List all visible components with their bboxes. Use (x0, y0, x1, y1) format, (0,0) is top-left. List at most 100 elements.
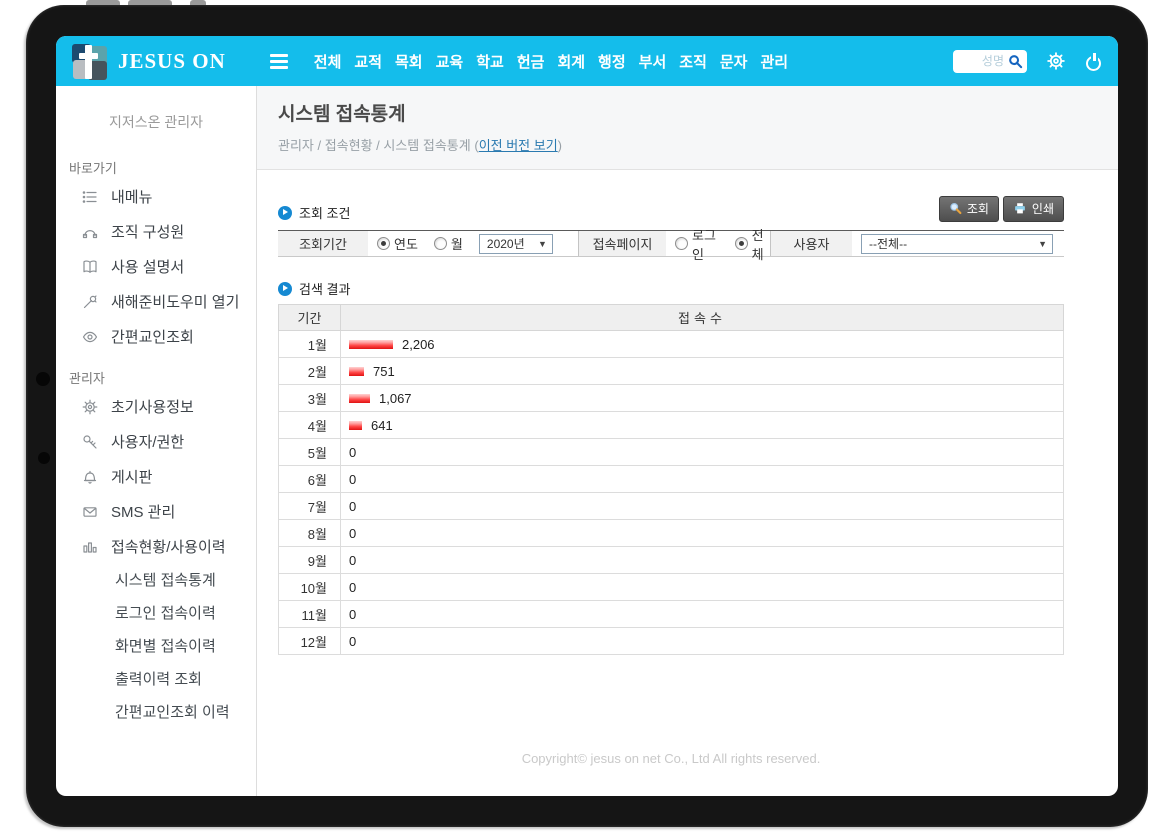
count-cell: 2,206 (340, 330, 1064, 358)
eye-icon (82, 331, 98, 342)
count-cell: 0 (340, 573, 1064, 601)
filter-user-label: 사용자 (770, 231, 852, 256)
count-cell: 0 (340, 627, 1064, 655)
period-cell: 11월 (278, 600, 341, 628)
table-row: 5월 0 (278, 438, 1064, 466)
chevron-down-icon: ▼ (537, 238, 547, 249)
sidebar-admin-subitem-4[interactable]: 출력이력 조회 (115, 671, 202, 688)
period-cell: 12월 (278, 627, 341, 655)
bar-chart-icon (83, 541, 97, 553)
manual-book-icon (83, 259, 97, 273)
radio-period-2[interactable]: 월 (433, 234, 463, 253)
radio-page-2[interactable]: 전체 (734, 225, 770, 263)
gear-icon[interactable] (1047, 52, 1065, 70)
sidebar-admin-item-3[interactable]: 게시판 (56, 459, 256, 494)
access-count-bar (349, 366, 364, 376)
sidebar-admin-item-4[interactable]: SMS 관리 (56, 494, 256, 529)
table-row: 7월 0 (278, 492, 1064, 520)
col-header-count: 접속수 (340, 304, 1064, 331)
radio-page-1[interactable]: 로그인 (675, 225, 721, 263)
nav-item-6[interactable]: 헌금 (516, 53, 545, 71)
access-count-value: 0 (349, 444, 357, 460)
jesus-on-logo[interactable] (72, 43, 107, 80)
page-title: 시스템 접속통계 (278, 104, 406, 125)
access-count-value: 0 (349, 606, 357, 622)
sidebar-shortcut-item-3[interactable]: 사용 설명서 (56, 249, 256, 284)
access-count-value: 751 (373, 363, 395, 379)
nav-item-3[interactable]: 목회 (395, 53, 423, 71)
filter-page-label: 접속페이지 (578, 231, 666, 256)
nav-item-1[interactable]: 전체 (313, 53, 342, 71)
count-cell: 0 (340, 438, 1064, 466)
sidebar-admin-item-1[interactable]: 초기사용정보 (56, 389, 256, 424)
sidebar-shortcut-item-2[interactable]: 조직 구성원 (56, 214, 256, 249)
period-cell: 3월 (278, 384, 341, 412)
nav-item-2[interactable]: 교적 (354, 53, 382, 71)
period-cell: 10월 (278, 573, 341, 601)
search-icon (950, 202, 962, 215)
sidebar-admin-subitem-5[interactable]: 간편교인조회 이력 (115, 704, 230, 721)
menu-label: 게시판 (111, 469, 153, 486)
table-row: 4월 641 (278, 411, 1064, 439)
device-camera-dot (38, 452, 50, 464)
search-button[interactable]: 조회 (938, 196, 999, 222)
nav-item-4[interactable]: 교육 (435, 53, 464, 71)
period-cell: 4월 (278, 411, 341, 439)
period-cell: 5월 (278, 438, 341, 466)
table-row: 1월 2,206 (278, 330, 1064, 358)
nav-item-9[interactable]: 부서 (638, 53, 667, 71)
page-head: 시스템 접속통계 관리자 / 접속현황 / 시스템 접속통계 (이전 버전 보기… (257, 86, 1118, 170)
radio-label: 연도 (394, 237, 418, 252)
org-members-icon (82, 229, 98, 238)
sidebar-shortcut-item-5[interactable]: 간편교인조회 (56, 319, 256, 354)
name-search-input[interactable] (962, 54, 1004, 68)
menu-label: 초기사용정보 (111, 399, 194, 416)
sidebar-section-admin: 관리자 (69, 371, 105, 386)
search-icon[interactable] (1008, 54, 1023, 69)
period-cell: 6월 (278, 465, 341, 493)
access-count-bar (349, 393, 370, 403)
sidebar-admin-item-2[interactable]: 사용자/권한 (56, 424, 256, 459)
sidebar-admin-subitem-2[interactable]: 로그인 접속이력 (115, 605, 216, 622)
col-header-period: 기간 (278, 304, 341, 331)
radio-period-1[interactable]: 연도 (377, 234, 418, 253)
nav-item-10[interactable]: 조직 (679, 53, 707, 71)
radio-icon (433, 237, 447, 250)
power-icon[interactable] (1085, 52, 1102, 71)
radio-icon (377, 237, 390, 250)
my-menu-icon (82, 190, 97, 203)
count-cell: 0 (340, 465, 1064, 493)
key-icon (83, 434, 97, 449)
access-stats-table: 기간 접속수 1월 2,206 2월 751 3월 1,067 4월 641 5월 0 6월 0 7월 0… (278, 304, 1064, 655)
sidebar-admin-item-5[interactable]: 접속현황/사용이력 (56, 529, 256, 564)
nav-item-5[interactable]: 학교 (476, 53, 504, 71)
access-count-value: 0 (349, 498, 357, 514)
radio-icon (734, 237, 748, 250)
copyright-text: Copyright© jesus on net Co., Ltd All rig… (521, 751, 821, 766)
nav-item-8[interactable]: 행정 (598, 53, 626, 71)
menu-label: 조직 구성원 (111, 224, 185, 241)
count-cell: 641 (340, 411, 1064, 439)
breadcrumb: 관리자 / 접속현황 / 시스템 접속통계 (이전 버전 보기) (278, 138, 563, 153)
sidebar-shortcut-item-4[interactable]: 새해준비도우미 열기 (56, 284, 256, 319)
year-select[interactable]: 2020년 ▼ (478, 233, 553, 254)
print-button[interactable]: 인쇄 (1002, 196, 1064, 222)
nav-item-11[interactable]: 문자 (719, 53, 748, 71)
sidebar-shortcut-item-1[interactable]: 내메뉴 (56, 179, 256, 214)
access-count-value: 0 (349, 552, 357, 568)
table-row: 12월 0 (278, 627, 1064, 655)
sidebar-admin-subitem-3[interactable]: 화면별 접속이력 (115, 638, 216, 655)
user-select[interactable]: --전체-- ▼ (861, 233, 1053, 254)
hamburger-icon[interactable] (269, 51, 288, 72)
menu-label: 새해준비도우미 열기 (111, 294, 240, 311)
access-count-value: 0 (349, 525, 357, 541)
previous-version-link[interactable]: 이전 버전 보기 (478, 138, 558, 153)
blue-bullet-icon (278, 205, 292, 220)
table-row: 8월 0 (278, 519, 1064, 547)
nav-item-12[interactable]: 관리 (760, 53, 789, 71)
nav-item-7[interactable]: 회계 (557, 53, 586, 71)
menu-label: 사용자/권한 (111, 434, 185, 451)
count-cell: 0 (340, 546, 1064, 574)
sidebar-admin-subitem-1[interactable]: 시스템 접속통계 (115, 572, 216, 589)
